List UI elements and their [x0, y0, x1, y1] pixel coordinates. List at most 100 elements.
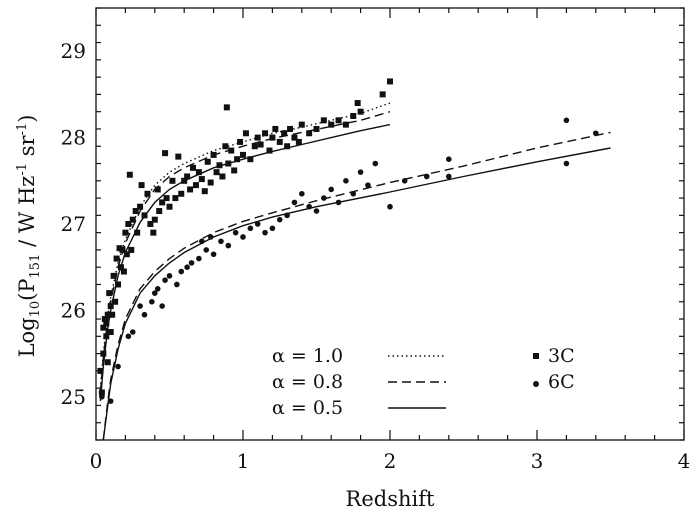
point-6c [240, 234, 246, 240]
point-3c [219, 173, 226, 180]
y-tick-label: 26 [61, 298, 86, 322]
point-3c [262, 130, 269, 137]
point-3c [115, 281, 122, 288]
point-6c [446, 156, 452, 162]
point-6c [149, 298, 155, 305]
point-6c [423, 173, 430, 180]
point-3c [169, 177, 176, 184]
point-6c [357, 169, 364, 175]
point-3c [198, 176, 205, 183]
point-6c [184, 264, 190, 271]
point-3c [354, 100, 361, 107]
point-6c [372, 160, 379, 167]
point-3c [187, 186, 194, 193]
point-6c [262, 229, 268, 236]
point-3c [123, 251, 130, 258]
point-6c [154, 286, 161, 292]
point-3c [254, 134, 261, 141]
point-3c [269, 134, 276, 141]
y-tick-label: 29 [61, 39, 86, 63]
point-6c [188, 260, 195, 266]
point-3c [159, 199, 166, 206]
point-3c [128, 246, 135, 253]
point-3c [201, 188, 208, 195]
point-3c [207, 179, 214, 186]
point-6c [284, 212, 290, 219]
point-6c [563, 160, 570, 167]
point-3c [357, 108, 364, 115]
point-3c [276, 138, 283, 145]
point-3c [222, 143, 229, 150]
point-3c [231, 167, 238, 174]
point-3c [120, 268, 127, 275]
point-3c [119, 246, 126, 253]
point-6c [210, 251, 217, 258]
y-tick-label: 27 [61, 212, 86, 236]
y-tick-label: 25 [61, 385, 86, 409]
point-3c [266, 147, 273, 154]
legend-line-label: α = 0.8 [272, 371, 343, 393]
point-6c [178, 268, 185, 275]
point-3c [104, 311, 111, 318]
x-tick-label: 1 [237, 449, 250, 473]
model-curves [99, 102, 611, 440]
point-3c [104, 359, 111, 366]
point-6c [152, 290, 158, 296]
point-3c [240, 151, 246, 158]
point-3c [350, 113, 357, 119]
point-6c [207, 234, 214, 240]
point-3c [313, 125, 320, 132]
point-3c [306, 130, 313, 137]
point-6c [321, 195, 327, 201]
point-6c [365, 182, 371, 188]
point-3c [287, 125, 294, 132]
y-axis-title: Log10(P151 / W Hz-1 sr-1) [15, 115, 43, 358]
point-6c [593, 130, 599, 137]
point-3c [237, 138, 244, 145]
point-3c [110, 272, 117, 279]
point-6c [401, 178, 408, 184]
point-6c [247, 225, 254, 232]
point-6c [162, 277, 168, 283]
point-3c [166, 203, 173, 210]
point-3c [172, 195, 179, 202]
x-tick-label: 0 [90, 449, 103, 473]
model-curve-6c-solid [102, 147, 611, 440]
point-6c [350, 190, 357, 197]
point-6c [125, 333, 132, 340]
point-3c [126, 171, 133, 178]
model-curve-3c-solid [99, 123, 391, 402]
point-3c [106, 290, 113, 297]
point-3c [195, 169, 202, 176]
point-3c [101, 316, 108, 323]
point-6c [343, 178, 349, 184]
point-6c [232, 229, 239, 236]
axis-ticks [95, 7, 685, 441]
axis-tick-labels: 0 1 2 3 4 25 26 27 28 29 [61, 39, 691, 473]
point-6c [276, 216, 283, 223]
plot-frame [95, 7, 685, 441]
point-3c [335, 117, 342, 124]
point-3c [154, 186, 161, 193]
legend-marker-label: 6C [548, 371, 575, 393]
point-6c [225, 242, 232, 249]
point-3c [184, 173, 191, 180]
x-tick-label: 2 [384, 449, 397, 473]
point-3c [320, 117, 327, 124]
legend-marker-3c [533, 353, 539, 359]
point-3c [97, 367, 104, 374]
point-6c [299, 190, 305, 197]
point-3c [175, 153, 182, 160]
point-6c [141, 311, 148, 318]
point-3c [151, 216, 158, 223]
point-3c [281, 130, 288, 137]
point-6c [254, 221, 261, 227]
point-6c [166, 273, 173, 279]
point-6c [291, 199, 298, 206]
point-3c [100, 324, 107, 331]
point-3c [103, 333, 110, 340]
point-3c [272, 125, 279, 132]
point-6c [306, 203, 312, 210]
point-3c [234, 156, 241, 163]
